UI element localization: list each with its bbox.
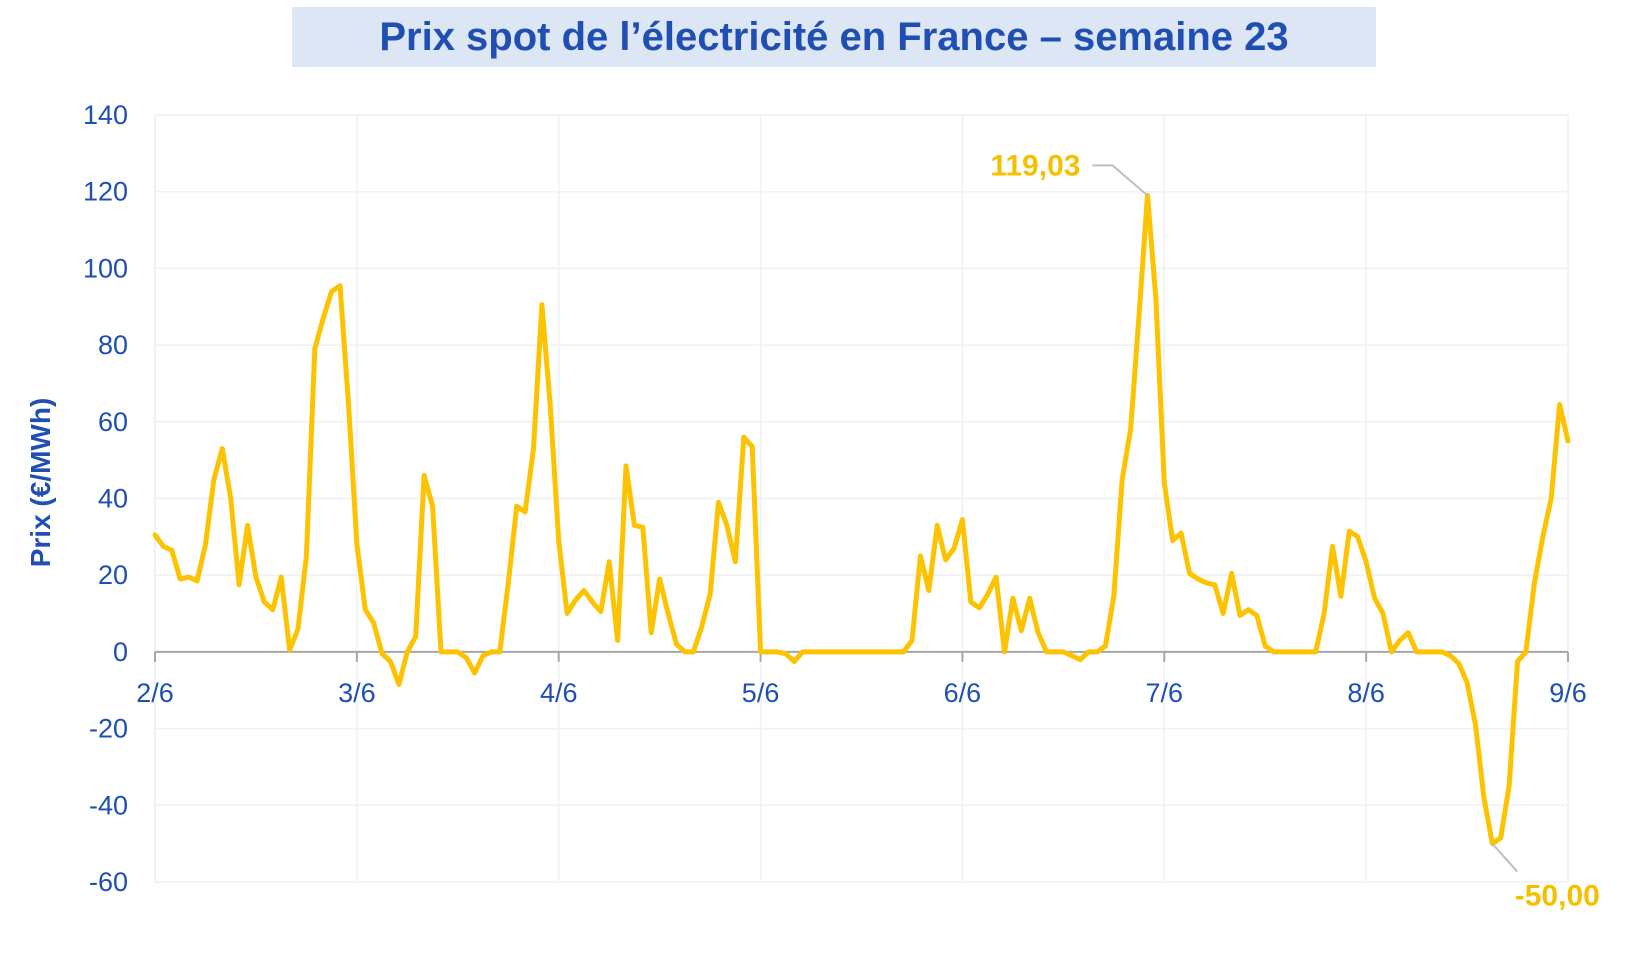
grid-lines xyxy=(155,114,1569,883)
y-tick-label: 40 xyxy=(98,484,128,514)
y-tick-label: -40 xyxy=(89,790,128,820)
chart-title-box: Prix spot de l’électricité en France – s… xyxy=(292,7,1376,67)
y-tick-label: -60 xyxy=(89,867,128,897)
series-line xyxy=(152,192,1571,847)
y-tick-label: 80 xyxy=(98,330,128,360)
y-tick-label: -20 xyxy=(89,714,128,744)
x-tick-label: 9/6 xyxy=(1549,678,1587,708)
annotation-leader xyxy=(1092,164,1149,197)
y-tick-labels: 140 120 100 80 60 40 20 0 -20 -40 -60 xyxy=(83,100,128,897)
x-tick-label: 5/6 xyxy=(742,678,780,708)
y-tick-label: 0 xyxy=(113,637,128,667)
y-tick-label: 140 xyxy=(83,100,128,130)
annotation-label: -50,00 xyxy=(1515,880,1600,913)
y-tick-label: 100 xyxy=(83,253,128,283)
y-tick-label: 20 xyxy=(98,560,128,590)
x-tick-label: 2/6 xyxy=(136,678,174,708)
x-tick-label: 4/6 xyxy=(540,678,578,708)
annotation-label: 119,03 xyxy=(990,149,1080,182)
y-tick-label: 120 xyxy=(83,177,128,207)
chart-title: Prix spot de l’électricité en France – s… xyxy=(379,14,1289,59)
series-group xyxy=(152,192,1571,847)
x-tick-labels: 2/6 3/6 4/6 5/6 6/6 7/6 8/6 9/6 xyxy=(136,678,1587,708)
annotation-leader xyxy=(1491,842,1519,873)
x-tick-label: 8/6 xyxy=(1347,678,1385,708)
y-tick-label: 60 xyxy=(98,407,128,437)
annotations: 119,03 -50,00 xyxy=(990,149,1599,912)
x-tick-label: 3/6 xyxy=(338,678,376,708)
x-tick-label: 6/6 xyxy=(944,678,982,708)
y-axis-title: Prix (€/MWh) xyxy=(25,398,56,568)
x-tick-label: 7/6 xyxy=(1146,678,1184,708)
